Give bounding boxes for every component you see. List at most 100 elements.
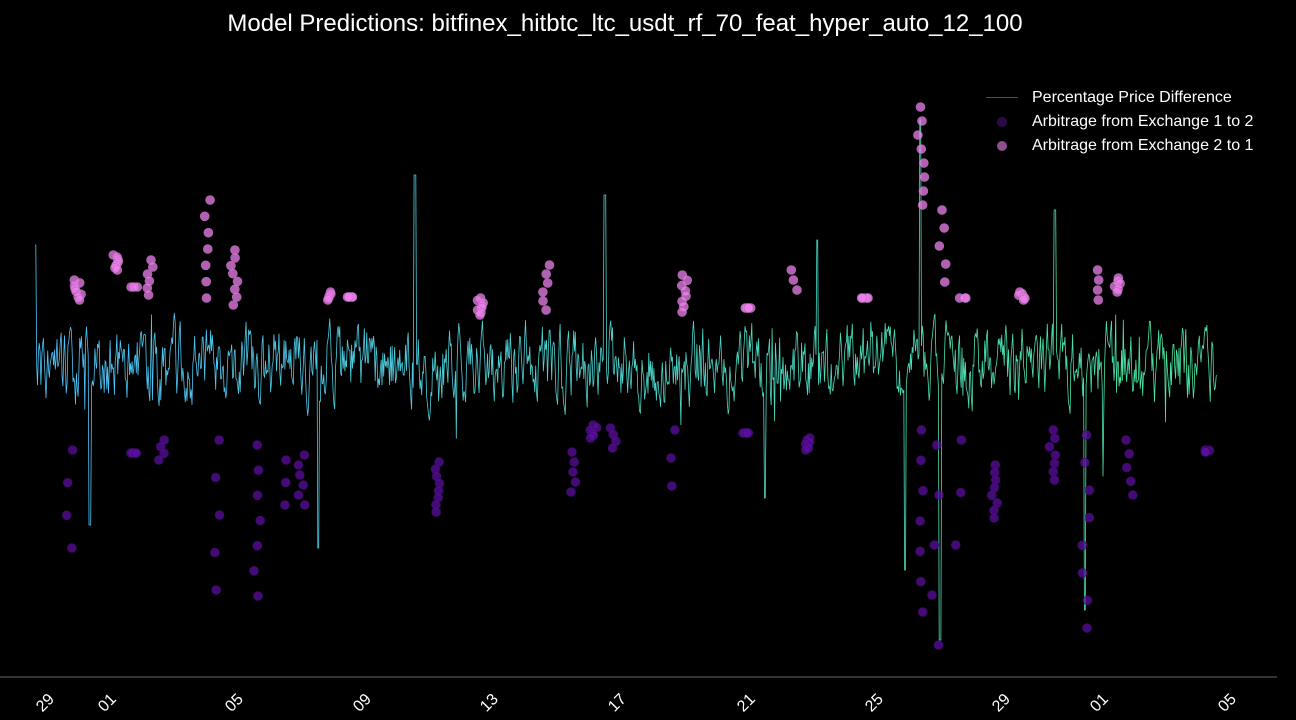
x-tick-label: 09 bbox=[350, 691, 375, 716]
price-difference-line-segment bbox=[526, 194, 627, 415]
price-difference-line-segment bbox=[132, 312, 233, 406]
arbitrage-1-to-2-point bbox=[929, 540, 940, 550]
arbitrage-1-to-2-point bbox=[252, 490, 263, 501]
legend-label-arb-2-to-1: Arbitrage from Exchange 2 to 1 bbox=[1032, 137, 1254, 154]
arbitrage-2-to-1-point bbox=[538, 287, 548, 297]
arbitrage-2-to-1-point bbox=[231, 292, 242, 302]
arbitrage-1-to-2-point bbox=[1044, 441, 1055, 452]
arbitrage-2-to-1-point bbox=[112, 265, 123, 275]
arbitrage-2-to-1-point bbox=[937, 205, 947, 215]
arbitrage-2-to-1-point bbox=[200, 260, 211, 271]
arbitrage-1-to-2-point bbox=[252, 540, 263, 551]
arbitrage-1-to-2-point bbox=[568, 467, 578, 477]
arbitrage-1-to-2-point bbox=[1084, 485, 1095, 495]
arbitrage-2-to-1-point bbox=[940, 259, 951, 269]
arbitrage-2-to-1-point bbox=[939, 277, 950, 287]
arbitrage-1-to-2-point bbox=[281, 455, 291, 465]
arbitrage-1-to-2-point bbox=[670, 425, 680, 435]
x-tick-label: 17 bbox=[605, 691, 630, 716]
arbitrage-2-to-1-point bbox=[913, 130, 923, 140]
x-tick-label: 01 bbox=[1087, 691, 1112, 716]
arbitrage-1-to-2-point bbox=[916, 425, 927, 435]
arbitrage-1-to-2-point bbox=[666, 453, 676, 463]
arbitrage-2-to-1-point bbox=[203, 227, 214, 238]
price-difference-line-segment bbox=[330, 174, 429, 414]
arbitrage-1-to-2-point bbox=[61, 510, 72, 521]
arbitrage-2-to-1-point bbox=[228, 268, 238, 279]
arbitrage-1-to-2-point bbox=[915, 576, 926, 587]
arbitrage-2-to-1-point bbox=[1092, 265, 1103, 275]
arbitrage-1-to-2-point bbox=[570, 477, 581, 487]
arbitrage-1-to-2-point bbox=[915, 546, 925, 557]
arbitrage-2-to-1-point bbox=[143, 290, 154, 300]
arbitrage-1-to-2-point bbox=[1050, 450, 1061, 460]
legend-label-price-difference: Percentage Price Difference bbox=[1032, 89, 1232, 106]
arbitrage-2-to-1-point bbox=[322, 295, 333, 305]
legend-dot-swatch-2-to-1 bbox=[997, 141, 1007, 151]
arbitrage-1-to-2-point bbox=[566, 487, 576, 497]
arbitrage-2-to-1-point bbox=[205, 195, 215, 205]
arbitrage-1-to-2-point bbox=[918, 485, 928, 496]
arbitrage-1-to-2-point bbox=[1049, 475, 1060, 485]
arbitrage-1-to-2-point bbox=[931, 440, 942, 450]
arbitrage-2-to-1-point bbox=[788, 275, 799, 285]
x-tick-label: 05 bbox=[1215, 691, 1240, 716]
arbitrage-2-to-1-point bbox=[917, 200, 928, 210]
arbitrage-2-to-1-point bbox=[344, 292, 354, 302]
arbitrage-1-to-2-point bbox=[294, 470, 305, 480]
arbitrage-1-to-2-point bbox=[1128, 490, 1138, 500]
arbitrage-2-to-1-point bbox=[792, 285, 802, 295]
arbitrage-1-to-2-point bbox=[214, 435, 224, 445]
price-difference-line-segment bbox=[625, 320, 725, 426]
arbitrage-1-to-2-point bbox=[1121, 435, 1131, 445]
arbitrage-1-to-2-point bbox=[986, 490, 997, 501]
arbitrage-2-to-1-point bbox=[1018, 295, 1029, 305]
x-tick-label: 29 bbox=[33, 691, 58, 716]
arbitrage-2-to-1-point bbox=[934, 241, 945, 251]
arbitrage-1-to-2-point bbox=[249, 565, 259, 576]
arbitrage-1-to-2-point bbox=[1082, 623, 1092, 633]
legend-line-swatch bbox=[986, 97, 1018, 98]
price-difference-line-segment bbox=[1117, 319, 1218, 423]
arbitrage-1-to-2-point bbox=[800, 445, 811, 455]
legend-item-arb-1-to-2: Arbitrage from Exchange 1 to 2 bbox=[980, 110, 1253, 134]
chart-title: Model Predictions: bitfinex_hitbtc_ltc_u… bbox=[227, 10, 1023, 37]
arbitrage-1-to-2-point bbox=[62, 477, 73, 488]
arbitrage-1-to-2-point bbox=[211, 585, 221, 595]
x-tick-label: 01 bbox=[95, 691, 120, 716]
arbitrage-1-to-2-point bbox=[255, 515, 266, 526]
arbitrage-1-to-2-point bbox=[1049, 458, 1060, 469]
arbitrage-1-to-2-point bbox=[950, 540, 961, 550]
arbitrage-2-to-1-point bbox=[786, 265, 797, 275]
arbitrage-2-to-1-point bbox=[1093, 295, 1104, 305]
arbitrage-1-to-2-point bbox=[742, 428, 753, 438]
legend-label-arb-1-to-2: Arbitrage from Exchange 1 to 2 bbox=[1032, 113, 1254, 130]
arbitrage-1-to-2-point bbox=[252, 440, 263, 450]
x-tick-label: 29 bbox=[989, 691, 1014, 716]
arbitrage-1-to-2-point bbox=[1048, 466, 1058, 477]
arbitrage-1-to-2-point bbox=[569, 457, 580, 467]
arbitrage-2-to-1-point bbox=[542, 278, 553, 288]
arbitrage-2-to-1-point bbox=[917, 116, 927, 126]
arbitrage-2-to-1-point bbox=[201, 293, 212, 303]
price-difference-line-segment bbox=[822, 119, 922, 571]
arbitrage-2-to-1-point bbox=[132, 282, 143, 292]
arbitrage-1-to-2-point bbox=[1125, 476, 1136, 487]
arbitrage-1-to-2-point bbox=[915, 516, 925, 526]
arbitrage-2-to-1-point bbox=[541, 269, 552, 279]
arbitrage-2-to-1-point bbox=[919, 172, 930, 182]
legend-item-arb-2-to-1: Arbitrage from Exchange 2 to 1 bbox=[980, 134, 1253, 158]
price-difference-line-segment bbox=[723, 239, 823, 499]
arbitrage-1-to-2-point bbox=[1121, 462, 1132, 473]
arbitrage-2-to-1-point bbox=[743, 303, 754, 313]
legend-dot-swatch-1-to-2 bbox=[997, 117, 1007, 127]
arbitrage-1-to-2-point bbox=[159, 448, 169, 459]
x-tick-labels: 29 01 05 09 13 17 21 25 29 01 05 bbox=[33, 691, 1240, 716]
arbitrage-1-to-2-point bbox=[927, 590, 937, 600]
arbitrage-1-to-2-point bbox=[607, 443, 618, 453]
arbitrage-1-to-2-point bbox=[917, 607, 928, 617]
arbitrage-1-to-2-point bbox=[1048, 425, 1058, 435]
arbitrage-1-to-2-point bbox=[1084, 512, 1095, 523]
arbitrage-2-to-1-point bbox=[230, 284, 240, 295]
